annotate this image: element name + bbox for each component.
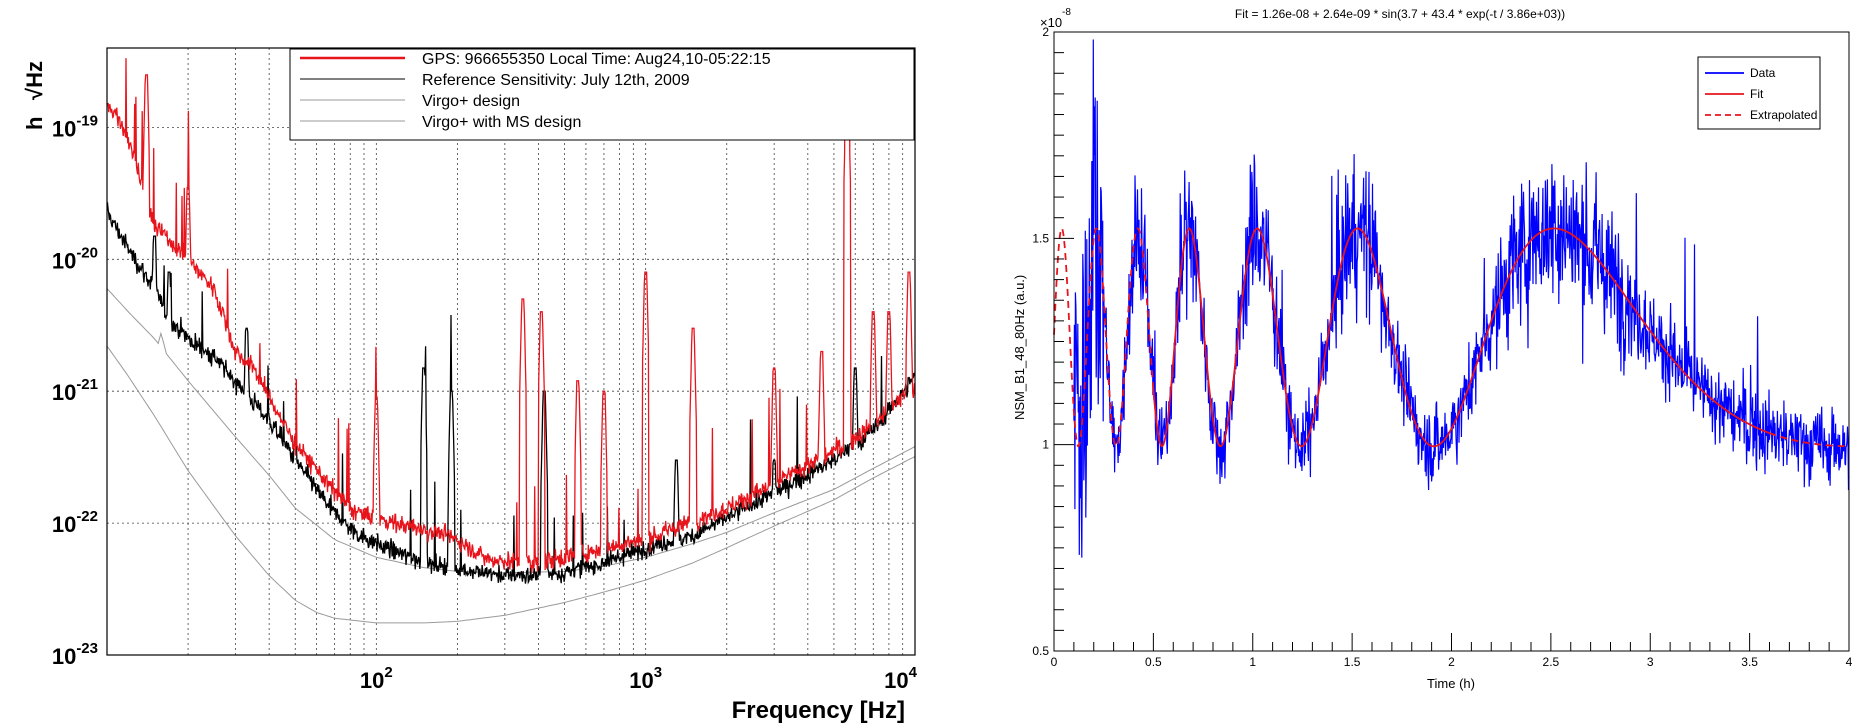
tick-exp: 3 — [654, 664, 662, 681]
y-tick-label: 10-21 — [52, 376, 98, 405]
x-tick-label: 4 — [1846, 655, 1853, 669]
legend-label: Reference Sensitivity: July 12th, 2009 — [422, 72, 690, 89]
legend-label: Virgo+ design — [422, 93, 520, 110]
x-axis-label: Frequency [Hz] — [732, 697, 905, 724]
axes: 0 0.5 1 1.5 2 2.5 3 3.5 40.511.52 — [1032, 25, 1852, 669]
tick-exp: -20 — [76, 244, 98, 261]
tick-exp: -21 — [76, 376, 98, 393]
y-tick-label: 10-23 — [52, 640, 98, 669]
series-group — [1053, 39, 1850, 558]
y-tick-label: 2 — [1042, 25, 1049, 39]
chart-title: Fit = 1.26e-08 + 2.64e-09 * sin(3.7 + 43… — [1235, 7, 1565, 21]
tick-base: 10 — [52, 644, 76, 669]
series-line-3 — [106, 345, 916, 624]
tick-exp: -22 — [76, 508, 98, 525]
legend-box — [289, 48, 915, 141]
x-tick-label: 0.5 — [1145, 655, 1162, 669]
y-axis-label: NSM_B1_48_80Hz (a.u.) — [1012, 275, 1027, 420]
x-tick-label: 2 — [1448, 655, 1455, 669]
y-multiplier-exp: -8 — [1062, 7, 1071, 18]
y-tick-label: 10-22 — [52, 508, 98, 537]
y-axis-label-text: h — [22, 117, 47, 130]
x-tick-label: 103 — [629, 664, 662, 693]
plot-border — [106, 47, 916, 656]
y-tick-label: 10-20 — [52, 244, 98, 273]
tick-base: 10 — [629, 668, 653, 693]
y-axis-label-radical: √Hz — [22, 61, 47, 100]
x-tick-label: 2.5 — [1543, 655, 1560, 669]
legend: GPS: 966655350 Local Time: Aug24,10-05:2… — [289, 48, 915, 141]
y-axis-label: h √Hz — [22, 61, 47, 130]
series-line-extrapolated-pre — [1053, 227, 1155, 448]
y-multiplier: ×10 -8 — [1040, 7, 1071, 30]
y-tick-label: 1.5 — [1032, 231, 1049, 245]
legend-box — [1697, 56, 1821, 130]
x-tick-label: 1.5 — [1344, 655, 1361, 669]
legend-label: Virgo+ with MS design — [422, 114, 581, 131]
series-line-fit — [1152, 227, 1770, 448]
y-tick-label: 1 — [1042, 438, 1049, 452]
tick-base: 10 — [52, 116, 76, 141]
legend: Data Fit Extrapolated — [1697, 56, 1821, 130]
x-tick-label: 1 — [1249, 655, 1256, 669]
series-group — [106, 49, 916, 624]
legend-label: GPS: 966655350 Local Time: Aug24,10-05:2… — [422, 51, 771, 68]
x-tick-label: 102 — [360, 664, 393, 693]
y-multiplier-base: ×10 — [1040, 15, 1062, 30]
tick-exp: -19 — [76, 112, 98, 129]
tick-exp: 2 — [384, 664, 392, 681]
y-tick-label: 10-19 — [52, 112, 98, 141]
x-tick-labels: 102 103 104 — [360, 664, 918, 693]
fit-chart: 0 0.5 1 1.5 2 2.5 3 3.5 40.511.52 Fit = 1.26e-08… — [1012, 7, 1853, 691]
legend-label: Data — [1750, 66, 1776, 80]
tick-exp: -23 — [76, 640, 98, 657]
plot-frame — [106, 47, 916, 656]
legend-label: Fit — [1750, 87, 1764, 101]
tick-base: 10 — [52, 512, 76, 537]
tick-base: 10 — [52, 380, 76, 405]
legend-label: Extrapolated — [1750, 108, 1817, 122]
x-tick-label: 0 — [1051, 655, 1058, 669]
x-tick-label: 104 — [884, 664, 917, 693]
series-line-1 — [106, 201, 916, 585]
tick-exp: 4 — [909, 664, 918, 681]
plot-frame — [1054, 32, 1849, 651]
x-axis-label: Time (h) — [1427, 676, 1475, 691]
tick-base: 10 — [52, 248, 76, 273]
series-line-extrapolated-post — [1769, 432, 1849, 448]
x-tick-label: 3.5 — [1741, 655, 1758, 669]
series-line-0 — [106, 49, 916, 573]
y-tick-label: 0.5 — [1032, 644, 1049, 658]
tick-base: 10 — [884, 668, 908, 693]
x-tick-label: 3 — [1647, 655, 1654, 669]
tick-base: 10 — [360, 668, 384, 693]
